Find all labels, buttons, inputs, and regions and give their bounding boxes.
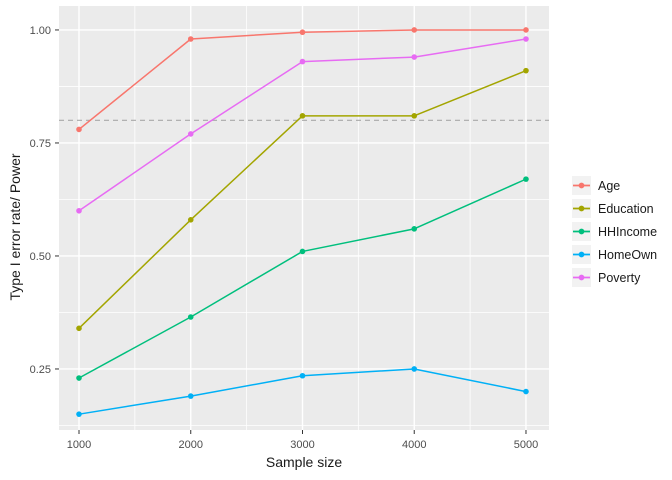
data-point-education-5000 (523, 67, 529, 74)
series-points-homeown (76, 366, 529, 417)
legend-key-icon (572, 222, 591, 241)
x-tick-label: 5000 (514, 439, 538, 451)
x-axis-title: Sample size (265, 454, 343, 470)
data-point-poverty-2000 (187, 131, 194, 137)
x-tick-label: 4000 (402, 439, 426, 451)
data-point-poverty-1000 (76, 207, 82, 214)
legend-label: Age (598, 178, 621, 193)
data-point-hhincome-5000 (523, 176, 529, 182)
data-point-hhincome-2000 (187, 314, 194, 320)
data-point-homeown-1000 (76, 411, 82, 417)
data-point-age-4000 (411, 27, 418, 33)
series-points-age (76, 27, 529, 133)
data-point-poverty-4000 (411, 54, 418, 60)
legend-item-age: Age (572, 176, 657, 195)
legend-key-icon (572, 245, 591, 264)
series-points-poverty (76, 36, 529, 214)
legend-key-icon (572, 176, 591, 195)
series-points-hhincome (76, 176, 529, 381)
y-tick-label: 1.00 (30, 25, 51, 37)
x-tick-label: 1000 (67, 439, 91, 451)
legend-item-homeown: HomeOwn (572, 245, 657, 264)
data-point-homeown-2000 (187, 393, 194, 399)
x-tick-label: 2000 (179, 439, 203, 451)
data-point-age-3000 (299, 29, 306, 36)
data-point-hhincome-1000 (76, 375, 82, 381)
data-point-age-2000 (187, 36, 194, 42)
data-point-homeown-5000 (523, 388, 529, 395)
y-tick-label: 0.25 (30, 364, 51, 376)
data-point-hhincome-3000 (299, 248, 306, 255)
data-point-education-1000 (76, 325, 82, 332)
data-point-education-2000 (187, 217, 194, 223)
legend-item-hhincome: HHIncome (572, 222, 657, 241)
y-tick-label: 0.50 (30, 251, 51, 263)
data-point-age-5000 (523, 27, 529, 33)
data-point-hhincome-4000 (411, 226, 418, 232)
legend: Age Education HHIncome HomeOwn Poverty (572, 176, 657, 287)
data-point-poverty-5000 (523, 36, 529, 42)
minor-gridlines (59, 6, 549, 430)
legend-label: HomeOwn (598, 247, 658, 262)
data-point-poverty-3000 (299, 58, 306, 65)
x-tick-label: 3000 (290, 439, 314, 451)
legend-key-icon (572, 268, 591, 287)
axis-tick-labels: 0.25 0.50 0.75 1.00 1000 2000 3000 4000 5000 (30, 25, 539, 451)
legend-label: Education (598, 201, 654, 216)
data-point-education-3000 (299, 113, 306, 119)
legend-key-icon (572, 199, 591, 218)
legend-item-education: Education (572, 199, 657, 218)
data-point-age-1000 (76, 126, 82, 133)
series-points-education (76, 67, 529, 332)
panel-background (59, 6, 549, 430)
legend-label: Poverty (598, 270, 641, 285)
axis-ticks (55, 29, 527, 434)
legend-item-poverty: Poverty (572, 268, 657, 287)
legend-label: HHIncome (598, 224, 658, 239)
data-point-education-4000 (411, 113, 418, 119)
data-point-homeown-4000 (411, 366, 418, 372)
data-point-homeown-3000 (299, 372, 306, 379)
y-axis-title: Type I error rate/ Power (7, 153, 23, 301)
y-tick-label: 0.75 (30, 138, 51, 150)
